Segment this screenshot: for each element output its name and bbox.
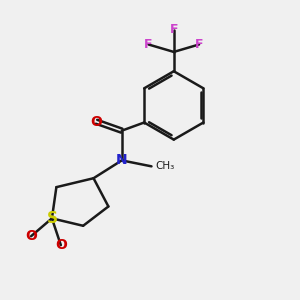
Text: F: F: [144, 38, 153, 51]
Text: N: N: [116, 153, 128, 167]
Text: O: O: [91, 115, 102, 129]
Text: O: O: [25, 229, 37, 243]
Text: O: O: [55, 238, 67, 252]
Text: CH₃: CH₃: [155, 161, 174, 171]
Text: F: F: [169, 23, 178, 36]
Text: F: F: [195, 38, 203, 51]
Text: S: S: [46, 211, 57, 226]
